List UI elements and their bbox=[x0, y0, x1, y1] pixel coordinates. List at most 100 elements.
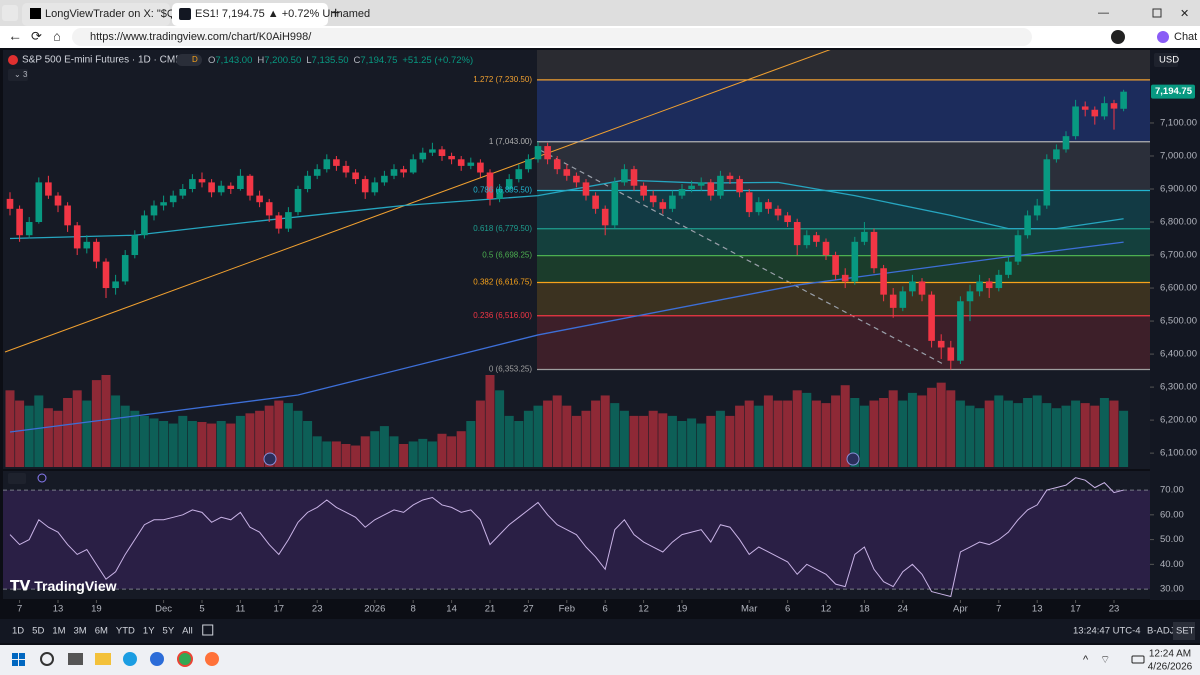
volume-bar bbox=[379, 426, 389, 467]
volume-bar bbox=[591, 400, 601, 467]
volume-bar bbox=[1099, 398, 1109, 467]
volume-bar bbox=[34, 395, 44, 467]
tray-arrow[interactable]: ^ bbox=[1083, 654, 1089, 666]
address-bar[interactable] bbox=[72, 28, 1032, 46]
help[interactable] bbox=[150, 652, 164, 666]
bottom-toolbar bbox=[0, 619, 1200, 643]
candle-body bbox=[745, 192, 753, 213]
volume-bar bbox=[24, 405, 34, 467]
volume-bar bbox=[629, 415, 639, 467]
battery[interactable] bbox=[1131, 655, 1145, 664]
x-icon bbox=[30, 8, 41, 19]
volume-bar bbox=[696, 423, 706, 467]
range-button[interactable]: 5Y bbox=[163, 626, 175, 637]
volume-bar bbox=[216, 421, 226, 467]
candle-body bbox=[707, 182, 715, 196]
candle-body bbox=[880, 268, 887, 295]
volume-bar bbox=[821, 403, 831, 467]
candle-body bbox=[467, 162, 475, 166]
tray-time[interactable]: 12:24 AM bbox=[1149, 649, 1191, 660]
rsi-collapse[interactable] bbox=[8, 473, 26, 484]
volume-bar bbox=[226, 423, 236, 467]
range-button[interactable]: 5D bbox=[32, 626, 44, 637]
range-button[interactable]: 1Y bbox=[143, 626, 155, 637]
candle-body bbox=[45, 182, 52, 196]
candle-body bbox=[909, 281, 916, 292]
search[interactable] bbox=[40, 652, 54, 666]
candle-body bbox=[246, 175, 254, 196]
candle-body bbox=[957, 301, 964, 361]
volume-bar bbox=[111, 395, 121, 467]
copilot-icon[interactable] bbox=[1157, 31, 1169, 43]
volume-bar bbox=[610, 403, 620, 467]
firefox[interactable] bbox=[205, 652, 219, 666]
tab-active[interactable] bbox=[172, 3, 328, 26]
home[interactable]: ⌂ bbox=[53, 28, 61, 43]
edge[interactable] bbox=[123, 652, 137, 666]
y-tick-label: 6,300.00 bbox=[1160, 382, 1197, 393]
date-range-button[interactable] bbox=[202, 624, 214, 636]
adjust[interactable]: B-ADJ bbox=[1147, 626, 1175, 637]
event-marker[interactable] bbox=[263, 452, 277, 466]
volume-bar bbox=[581, 410, 591, 467]
candle-body bbox=[822, 241, 830, 256]
candle-body bbox=[947, 347, 955, 361]
candle-body bbox=[1053, 149, 1060, 160]
candle-body bbox=[649, 195, 657, 203]
volume-bar bbox=[552, 395, 562, 467]
candle-body bbox=[832, 255, 839, 275]
trend-line[interactable] bbox=[4, 46, 840, 353]
task-view[interactable] bbox=[68, 653, 83, 665]
candle-body bbox=[621, 169, 628, 183]
minimize[interactable]: — bbox=[1098, 7, 1109, 19]
candle-body bbox=[6, 198, 14, 209]
volume-bar bbox=[667, 415, 677, 467]
volume-bar bbox=[706, 415, 716, 467]
range-button[interactable]: 1D bbox=[12, 626, 24, 637]
y-tick-label: 6,800.00 bbox=[1160, 217, 1197, 228]
candle-body bbox=[870, 231, 878, 269]
chrome[interactable] bbox=[177, 651, 193, 667]
volume-bar bbox=[274, 400, 284, 467]
y-tick-label: 6,200.00 bbox=[1160, 415, 1197, 426]
new-tab[interactable]: + bbox=[331, 5, 340, 22]
start[interactable] bbox=[12, 653, 25, 666]
candle-body bbox=[582, 182, 590, 196]
range-button[interactable]: 6M bbox=[95, 626, 108, 637]
volume-bar bbox=[715, 410, 725, 467]
y-tick-label: 7,000.00 bbox=[1160, 150, 1197, 161]
candle-body bbox=[381, 175, 388, 183]
refresh[interactable]: ⟳ bbox=[31, 28, 42, 43]
volume-bar bbox=[1023, 398, 1033, 467]
candle-body bbox=[793, 222, 801, 246]
range-button[interactable]: 3M bbox=[74, 626, 87, 637]
candle-body bbox=[630, 169, 638, 186]
tab[interactable] bbox=[22, 3, 170, 26]
tray-date[interactable]: 4/26/2026 bbox=[1148, 662, 1193, 673]
wifi[interactable]: ⌔ bbox=[1100, 654, 1110, 666]
profile[interactable] bbox=[1111, 30, 1125, 44]
range-button[interactable]: 1M bbox=[52, 626, 65, 637]
close[interactable]: ✕ bbox=[1180, 8, 1189, 20]
currency-box[interactable] bbox=[1154, 53, 1178, 67]
indicator-toggle[interactable] bbox=[8, 69, 28, 81]
dashed-trend-line[interactable] bbox=[539, 149, 946, 366]
explorer[interactable] bbox=[95, 653, 111, 665]
candle-body bbox=[323, 159, 331, 170]
back[interactable]: ← bbox=[8, 28, 22, 44]
tab-menu[interactable] bbox=[2, 5, 18, 21]
range-button[interactable]: All bbox=[182, 626, 193, 637]
chat[interactable]: Chat bbox=[1174, 31, 1197, 43]
range-button[interactable]: YTD bbox=[116, 626, 135, 637]
fib-zone bbox=[537, 141, 1150, 191]
set-button[interactable] bbox=[1173, 622, 1195, 640]
ohlc-key: H bbox=[257, 55, 264, 66]
set[interactable]: SET bbox=[1176, 626, 1195, 637]
x-tick-label: 5 bbox=[199, 604, 204, 615]
event-marker[interactable] bbox=[846, 452, 860, 466]
candle-body bbox=[1081, 106, 1089, 110]
maximize[interactable] bbox=[1152, 8, 1162, 18]
x-tick-label: 13 bbox=[1032, 604, 1043, 615]
volume-bar bbox=[207, 423, 217, 467]
